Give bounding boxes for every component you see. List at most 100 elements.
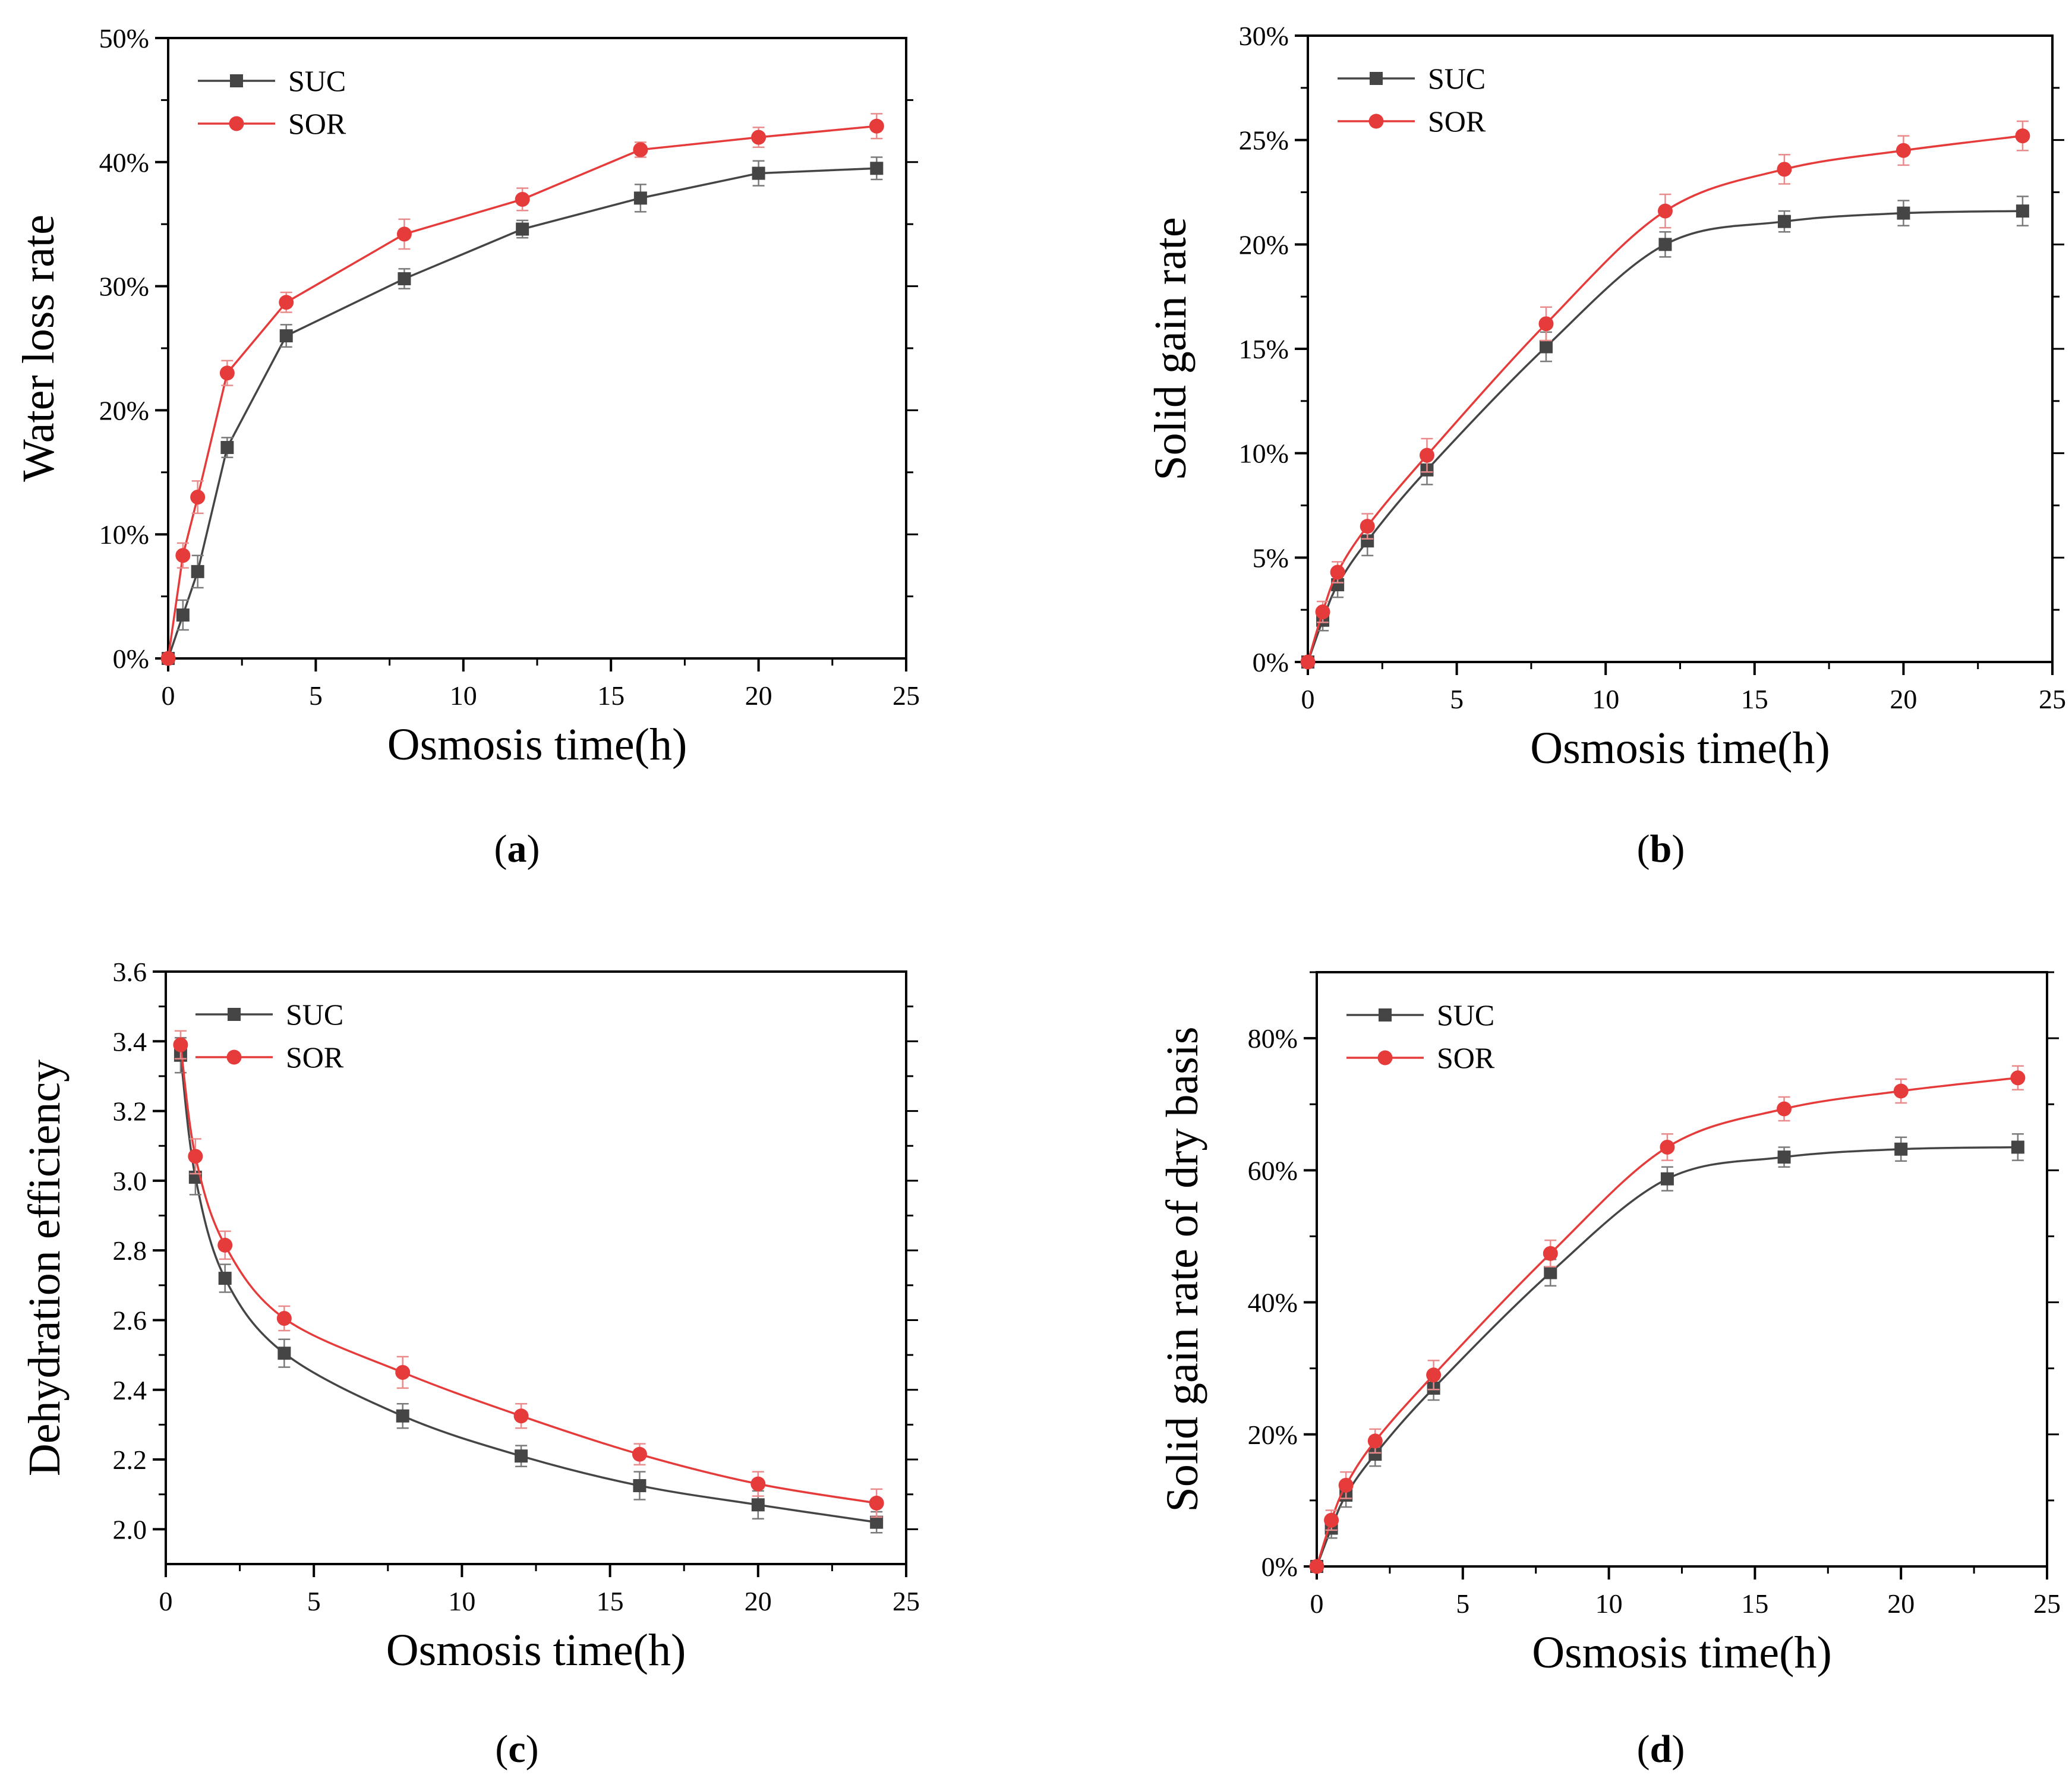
x-tick-label: 5 (309, 680, 323, 711)
panel-label: (a) (494, 827, 540, 871)
data-point-sor (190, 490, 206, 505)
data-point-suc (218, 1272, 232, 1285)
series-sor: SOR (1300, 105, 2030, 670)
data-point-sor (188, 1149, 203, 1164)
data-point-suc (752, 166, 765, 180)
data-point-suc (1544, 1266, 1557, 1279)
series-line (167, 125, 877, 659)
y-tick-label: 80% (1248, 1023, 1298, 1054)
data-point-suc (277, 1347, 291, 1360)
data-point-sor (1338, 1477, 1354, 1493)
legend-label: SOR (1428, 105, 1486, 138)
y-tick-label: 30% (99, 272, 149, 302)
y-tick-label: 3.2 (113, 1096, 147, 1127)
data-point-suc (176, 608, 190, 622)
panel-label: (c) (495, 1727, 538, 1771)
x-tick-label: 5 (1456, 1588, 1469, 1619)
series-line (179, 1055, 877, 1524)
data-point-sor (1419, 447, 1434, 463)
x-tick-label: 15 (597, 1586, 624, 1616)
data-point-sor (1893, 1083, 1909, 1099)
y-tick-label: 2.0 (113, 1514, 147, 1544)
data-point-sor (2015, 128, 2030, 144)
y-tick-label: 30% (1239, 21, 1289, 51)
legend-marker (1368, 114, 1384, 129)
data-point-sor (1660, 1139, 1675, 1155)
legend-label: SOR (1437, 1041, 1495, 1074)
data-point-sor (750, 1476, 766, 1492)
x-axis-title: Osmosis time(h) (1532, 1628, 1832, 1678)
data-point-suc (870, 1515, 884, 1529)
data-point-sor (173, 1037, 188, 1052)
data-point-sor (2010, 1070, 2026, 1086)
legend-marker (230, 74, 243, 87)
y-tick-label: 5% (1253, 543, 1289, 573)
data-point-suc (1539, 340, 1553, 354)
y-axis-title: Dehydration efficiency (20, 1060, 70, 1476)
x-tick-label: 20 (1887, 1588, 1915, 1619)
data-point-suc (2016, 204, 2029, 218)
data-point-suc (191, 565, 204, 578)
data-point-suc (633, 191, 647, 205)
x-tick-label: 0 (1310, 1588, 1324, 1619)
y-tick-label: 2.8 (113, 1235, 147, 1266)
series-line (179, 1044, 877, 1505)
legend-label: SOR (286, 1041, 344, 1074)
legend-label: SOR (288, 107, 346, 140)
series-sor: SOR (160, 107, 884, 666)
y-tick-label: 10% (1239, 439, 1289, 469)
legend-label: SUC (1437, 998, 1494, 1032)
data-point-sor (869, 118, 884, 134)
data-point-sor (1367, 1433, 1383, 1449)
series-line (167, 167, 877, 659)
x-tick-label: 5 (307, 1586, 321, 1616)
data-point-sor (1777, 162, 1792, 177)
y-tick-label: 25% (1239, 125, 1289, 156)
y-tick-label: 10% (99, 519, 149, 550)
data-point-sor (513, 1408, 529, 1424)
y-tick-label: 3.6 (113, 957, 147, 987)
legend-label: SUC (288, 64, 346, 97)
x-tick-label: 0 (162, 680, 175, 711)
data-point-sor (175, 548, 191, 563)
y-tick-label: 2.2 (113, 1445, 147, 1475)
data-point-suc (279, 329, 293, 343)
data-point-suc (1660, 1172, 1674, 1186)
y-tick-label: 0% (113, 644, 149, 674)
series-sor: SOR (173, 1030, 884, 1518)
data-point-suc (220, 441, 234, 455)
data-point-sor (515, 191, 530, 207)
data-point-sor (279, 295, 294, 310)
data-point-sor (219, 365, 235, 381)
series-sor: SOR (1309, 1041, 2026, 1574)
y-tick-label: 20% (1239, 229, 1289, 260)
x-tick-label: 20 (745, 680, 772, 711)
x-tick-label: 25 (2033, 1588, 2061, 1619)
data-point-sor (1896, 143, 1911, 158)
y-axis-title: Water loss rate (14, 215, 64, 482)
data-point-sor (217, 1237, 233, 1253)
data-point-sor (632, 1446, 647, 1462)
data-point-suc (2011, 1140, 2024, 1154)
data-point-sor (1309, 1559, 1324, 1574)
x-tick-label: 10 (1595, 1588, 1623, 1619)
x-axis-title: Osmosis time(h) (387, 720, 687, 770)
series-suc: SUC (162, 64, 884, 665)
x-axis-title: Osmosis time(h) (386, 1625, 686, 1675)
data-point-suc (1777, 1150, 1791, 1164)
data-point-sor (160, 651, 176, 666)
x-tick-label: 20 (745, 1586, 772, 1616)
y-tick-label: 20% (1248, 1420, 1298, 1450)
data-point-sor (751, 130, 767, 145)
data-point-suc (398, 272, 411, 286)
y-tick-label: 40% (99, 147, 149, 178)
x-tick-label: 0 (1301, 684, 1315, 714)
data-point-sor (1426, 1367, 1442, 1383)
series-suc: SUC (1301, 62, 2029, 669)
data-point-suc (516, 222, 529, 236)
y-axis-title: Solid gain rate (1146, 217, 1196, 480)
legend-marker (228, 1008, 241, 1021)
data-point-suc (870, 162, 884, 175)
series-line (1307, 210, 2023, 663)
